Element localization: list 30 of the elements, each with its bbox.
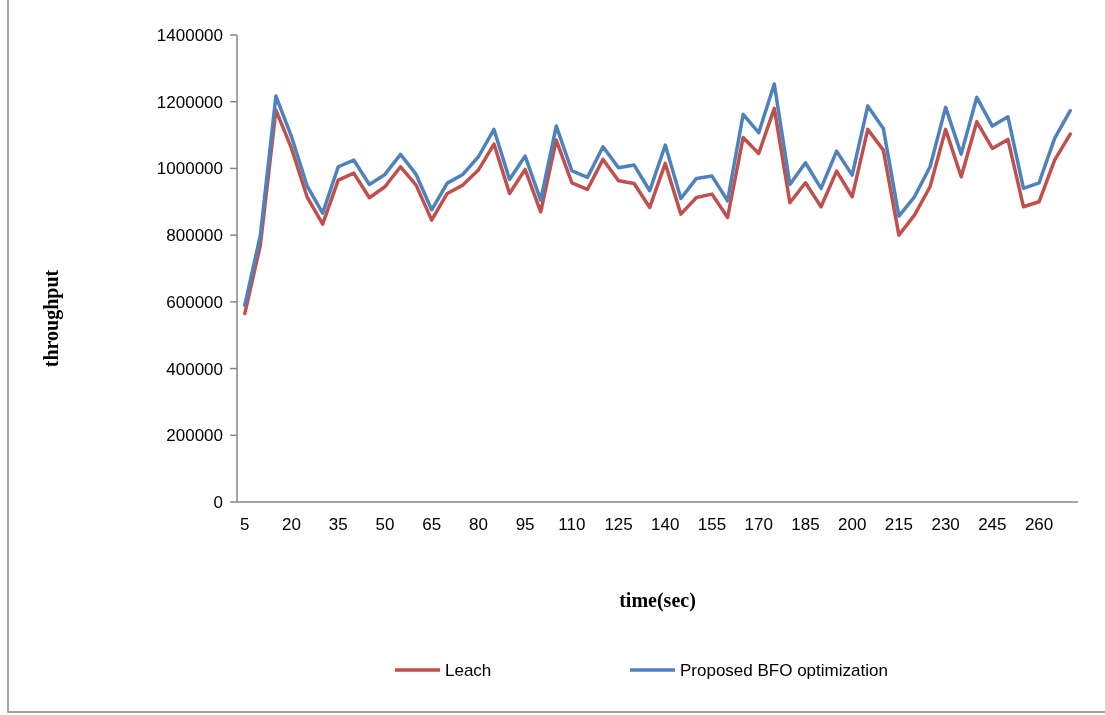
- x-tick-label: 95: [515, 515, 535, 534]
- x-tick-label: 155: [697, 515, 727, 534]
- x-tick-label: 5: [240, 515, 250, 534]
- x-tick-label: 50: [375, 515, 395, 534]
- x-tick-label: 110: [558, 515, 586, 534]
- x-tick-label: 170: [744, 515, 773, 534]
- x-tick-label: 125: [604, 515, 633, 534]
- x-axis-title: time(sec): [619, 589, 696, 612]
- y-tick-label: 0: [213, 492, 223, 512]
- y-axis-title: throughput: [40, 269, 63, 368]
- x-tick-label: 260: [1024, 515, 1054, 534]
- x-tick-label: 80: [468, 515, 488, 534]
- y-tick-label: 200000: [166, 426, 223, 446]
- y-tick-label: 1400000: [156, 25, 223, 45]
- x-tick-label: 245: [978, 515, 1007, 534]
- x-tick-label: 215: [884, 515, 914, 534]
- y-tick-label: 400000: [166, 359, 223, 379]
- y-tick-label: 1200000: [156, 92, 223, 112]
- x-tick-label: 230: [931, 515, 960, 534]
- x-tick-label: 185: [791, 515, 820, 534]
- legend-label: Leach: [445, 660, 492, 680]
- x-tick-label: 200: [837, 515, 867, 534]
- y-tick-label: 1000000: [156, 159, 223, 179]
- legend-label: Proposed BFO optimization: [680, 660, 888, 680]
- x-tick-label: 140: [651, 515, 680, 534]
- y-tick-label: 600000: [166, 292, 223, 312]
- x-tick-label: 65: [422, 515, 442, 534]
- x-tick-label: 20: [282, 515, 301, 534]
- y-tick-label: 800000: [166, 226, 223, 246]
- x-tick-label: 35: [328, 515, 348, 534]
